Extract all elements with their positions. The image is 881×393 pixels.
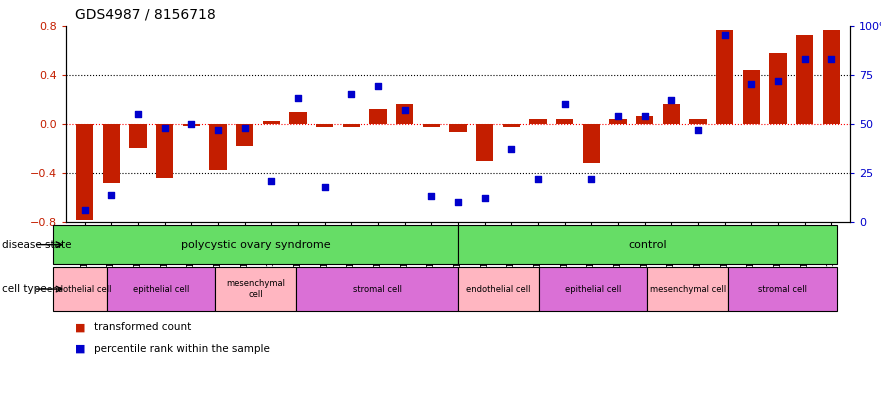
Point xyxy=(584,176,598,182)
Text: mesenchymal
cell: mesenchymal cell xyxy=(226,279,285,299)
Point xyxy=(478,195,492,202)
Bar xyxy=(53,225,458,264)
Text: percentile rank within the sample: percentile rank within the sample xyxy=(94,344,270,354)
Text: stromal cell: stromal cell xyxy=(352,285,402,294)
Point xyxy=(397,107,411,113)
Point xyxy=(291,95,305,101)
Bar xyxy=(636,116,654,124)
Bar xyxy=(796,35,813,124)
Bar xyxy=(296,267,458,311)
Bar xyxy=(458,225,837,264)
Bar xyxy=(529,119,547,124)
Point xyxy=(744,81,759,88)
Bar xyxy=(236,124,254,146)
Point xyxy=(344,91,359,97)
Bar xyxy=(263,121,280,124)
Text: mesenchymal cell: mesenchymal cell xyxy=(650,285,726,294)
Bar xyxy=(107,267,215,311)
Point xyxy=(78,207,92,213)
Text: disease state: disease state xyxy=(2,240,71,250)
Point xyxy=(718,32,732,39)
Point xyxy=(104,191,118,198)
Point xyxy=(558,101,572,107)
Point xyxy=(158,125,172,131)
Point xyxy=(238,125,252,131)
Bar xyxy=(476,124,493,161)
Bar xyxy=(53,267,107,311)
Point xyxy=(638,113,652,119)
Text: ■: ■ xyxy=(75,344,89,354)
Text: epithelial cell: epithelial cell xyxy=(565,285,621,294)
Text: cell type: cell type xyxy=(2,284,47,294)
Text: epithelial cell: epithelial cell xyxy=(132,285,189,294)
Point xyxy=(184,121,198,127)
Point xyxy=(798,56,812,62)
Point xyxy=(451,199,465,206)
Text: GDS4987 / 8156718: GDS4987 / 8156718 xyxy=(75,7,216,22)
Text: polycystic ovary syndrome: polycystic ovary syndrome xyxy=(181,240,330,250)
Bar xyxy=(663,104,680,124)
Bar xyxy=(182,124,200,126)
Point xyxy=(318,184,332,190)
Text: endothelial cell: endothelial cell xyxy=(466,285,531,294)
Bar xyxy=(729,267,837,311)
Bar xyxy=(396,104,413,124)
Bar xyxy=(215,267,296,311)
Bar xyxy=(690,119,707,124)
Bar xyxy=(539,267,648,311)
Bar xyxy=(610,119,626,124)
Bar xyxy=(369,109,387,124)
Text: transformed count: transformed count xyxy=(94,322,191,332)
Bar xyxy=(458,267,539,311)
Bar xyxy=(156,124,174,178)
Bar xyxy=(648,267,729,311)
Point xyxy=(771,77,785,84)
Bar xyxy=(130,124,147,148)
Bar xyxy=(316,124,333,127)
Text: ■: ■ xyxy=(75,322,89,332)
Bar xyxy=(583,124,600,163)
Point xyxy=(131,111,145,117)
Bar xyxy=(343,124,360,127)
Bar xyxy=(769,53,787,124)
Point xyxy=(664,97,678,103)
Text: stromal cell: stromal cell xyxy=(758,285,807,294)
Point xyxy=(825,56,839,62)
Bar xyxy=(103,124,120,183)
Point xyxy=(211,127,226,133)
Bar xyxy=(290,112,307,124)
Bar xyxy=(210,124,226,171)
Point xyxy=(531,176,545,182)
Point xyxy=(505,146,519,152)
Bar xyxy=(556,119,574,124)
Bar xyxy=(823,30,840,124)
Text: control: control xyxy=(628,240,667,250)
Point xyxy=(371,83,385,90)
Bar xyxy=(423,124,440,127)
Point xyxy=(611,113,626,119)
Bar xyxy=(449,124,467,132)
Text: endothelial cell: endothelial cell xyxy=(48,285,112,294)
Bar xyxy=(743,70,760,124)
Point xyxy=(264,178,278,184)
Bar xyxy=(503,124,520,127)
Bar xyxy=(716,30,734,124)
Bar xyxy=(76,124,93,220)
Point xyxy=(425,193,439,200)
Point xyxy=(691,127,705,133)
